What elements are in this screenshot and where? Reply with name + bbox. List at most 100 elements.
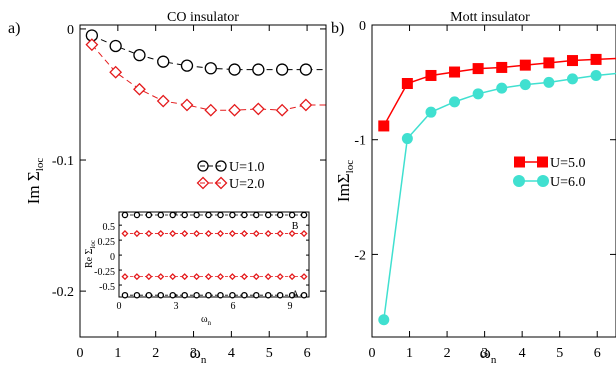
inset-annotation-b: B xyxy=(292,221,299,232)
panel-b-xtick-label-5: 5 xyxy=(556,346,563,361)
inset-point-2-5 xyxy=(181,273,189,281)
legend-item-u6: U=6.0 xyxy=(513,175,586,190)
panel-a: a) CO insulator 0 1 2 3 4 5 6 0 -0.1 -0.2 Im Σloc… xyxy=(8,10,327,366)
inset-point-3-8 xyxy=(217,291,224,299)
panel-b-xlabel: ωn xyxy=(480,343,497,366)
panel-b-point-0-5 xyxy=(496,61,508,73)
inset-point-0-1 xyxy=(133,211,141,219)
panel-a-point-0-4 xyxy=(180,59,194,72)
panel-a-point-1-4 xyxy=(180,98,194,112)
panel-b-xtick-label-0: 0 xyxy=(369,346,376,361)
inset-point-3-1 xyxy=(133,291,141,299)
inset-point-1-9 xyxy=(228,230,236,238)
inset-point-2-3 xyxy=(157,273,165,281)
inset-point-3-13 xyxy=(276,291,284,299)
inset-point-0-8 xyxy=(217,211,224,219)
panel-a-title: CO insulator xyxy=(167,10,239,25)
panel-b-point-1-6 xyxy=(519,79,531,91)
inset-point-0-3 xyxy=(157,211,165,219)
panel-b-point-0-2 xyxy=(425,69,437,81)
panel-b-point-0-0 xyxy=(378,120,390,132)
panel-a-point-1-8 xyxy=(275,103,289,117)
inset-point-0-12 xyxy=(264,211,272,219)
panel-a-xtick-label-0: 0 xyxy=(77,346,84,361)
panel-a-point-0-6 xyxy=(228,63,241,76)
inset-xtick-label-1: 3 xyxy=(174,301,179,312)
panel-a-ticks: 0 1 2 3 4 5 6 0 -0.1 -0.2 xyxy=(52,23,326,361)
inset-point-3-12 xyxy=(264,291,272,299)
panel-b-series-line-1 xyxy=(383,72,616,320)
inset-point-1-1 xyxy=(133,230,141,238)
inset-point-1-2 xyxy=(145,230,153,238)
inset-point-0-11 xyxy=(253,211,260,219)
panel-a-point-1-5 xyxy=(204,103,218,117)
panel-b-point-0-4 xyxy=(472,63,484,75)
panel-b-xtick-label-2: 2 xyxy=(444,346,451,361)
inset-point-2-13 xyxy=(276,273,284,281)
legend-item-u2: U=2.0 xyxy=(196,176,265,192)
panel-b-point-0-9 xyxy=(590,53,602,65)
panel-a-point-0-3 xyxy=(157,55,170,68)
inset-series xyxy=(121,211,308,299)
inset-point-3-7 xyxy=(205,291,212,299)
panel-a-point-0-9 xyxy=(299,63,313,76)
inset-point-1-13 xyxy=(276,230,284,238)
panel-b-point-1-3 xyxy=(449,96,461,108)
legend-label-u1: U=1.0 xyxy=(229,160,265,175)
inset-ytick-label-1: 0.25 xyxy=(98,237,116,248)
panel-b-ticks: 0 1 2 3 4 5 6 0 -1 -2 xyxy=(354,19,616,361)
inset-ticks: 0 3 6 9 0.5 0.25 0 -0.25 -0.5 xyxy=(94,212,309,312)
panel-a-frame xyxy=(79,24,327,338)
inset-point-2-15 xyxy=(300,273,308,281)
inset-point-2-6 xyxy=(193,273,201,281)
legend-label-u6: U=6.0 xyxy=(550,175,586,190)
inset-point-0-4 xyxy=(169,211,176,219)
inset-point-3-2 xyxy=(145,291,153,299)
inset-point-0-9 xyxy=(229,211,236,219)
inset-point-2-0 xyxy=(121,273,129,281)
inset-point-1-7 xyxy=(205,230,213,238)
panel-b-xtick-label-1: 1 xyxy=(406,346,413,361)
panel-b-ylabel: ImΣloc xyxy=(334,160,356,202)
inset-ytick-label-2: 0 xyxy=(110,252,115,263)
legend-label-u2: U=2.0 xyxy=(229,177,265,192)
inset-point-1-4 xyxy=(169,230,177,238)
inset-point-2-10 xyxy=(240,273,248,281)
panel-a-series-line-1 xyxy=(91,44,326,111)
inset-point-1-0 xyxy=(121,230,129,238)
panel-b-point-1-2 xyxy=(425,106,437,118)
inset-point-1-12 xyxy=(264,230,272,238)
inset-point-1-3 xyxy=(157,230,165,238)
panel-b-series xyxy=(378,53,616,326)
panel-a-point-1-1 xyxy=(109,65,123,79)
panel-a-point-1-9 xyxy=(299,98,313,112)
panel-b-point-1-7 xyxy=(543,76,555,88)
panel-a-point-1-2 xyxy=(133,82,146,96)
panel-b-point-1-4 xyxy=(472,88,484,100)
panel-a-series xyxy=(85,29,326,117)
panel-b-xtick-label-6: 6 xyxy=(594,346,601,361)
panel-b-frame xyxy=(371,24,616,338)
panel-b-title: Mott insulator xyxy=(450,10,530,25)
inset-point-2-14 xyxy=(288,273,296,281)
inset-point-1-14 xyxy=(288,230,296,238)
inset-point-3-4 xyxy=(169,291,176,299)
inset-ytick-label-0: 0.5 xyxy=(103,222,116,233)
panel-a-xtick-label-5: 5 xyxy=(266,346,273,361)
inset-point-1-6 xyxy=(193,230,201,238)
panel-b-point-0-3 xyxy=(449,66,461,78)
inset-point-1-10 xyxy=(240,230,248,238)
panel-a-point-0-1 xyxy=(109,39,122,53)
legend-label-u5: U=5.0 xyxy=(550,156,586,171)
panel-b-point-1-1 xyxy=(401,133,413,145)
legend-item-u1: U=1.0 xyxy=(197,160,265,175)
panel-b-xtick-label-4: 4 xyxy=(519,346,526,361)
inset-point-1-5 xyxy=(181,230,189,238)
panel-a-point-1-0 xyxy=(85,38,99,52)
inset-xtick-label-2: 6 xyxy=(231,301,236,312)
panel-a-ytick-label-2: -0.2 xyxy=(52,285,74,300)
panel-b-point-0-1 xyxy=(401,78,413,89)
inset-point-2-8 xyxy=(216,273,224,281)
inset-ylabel: Re Σloc xyxy=(84,240,97,268)
